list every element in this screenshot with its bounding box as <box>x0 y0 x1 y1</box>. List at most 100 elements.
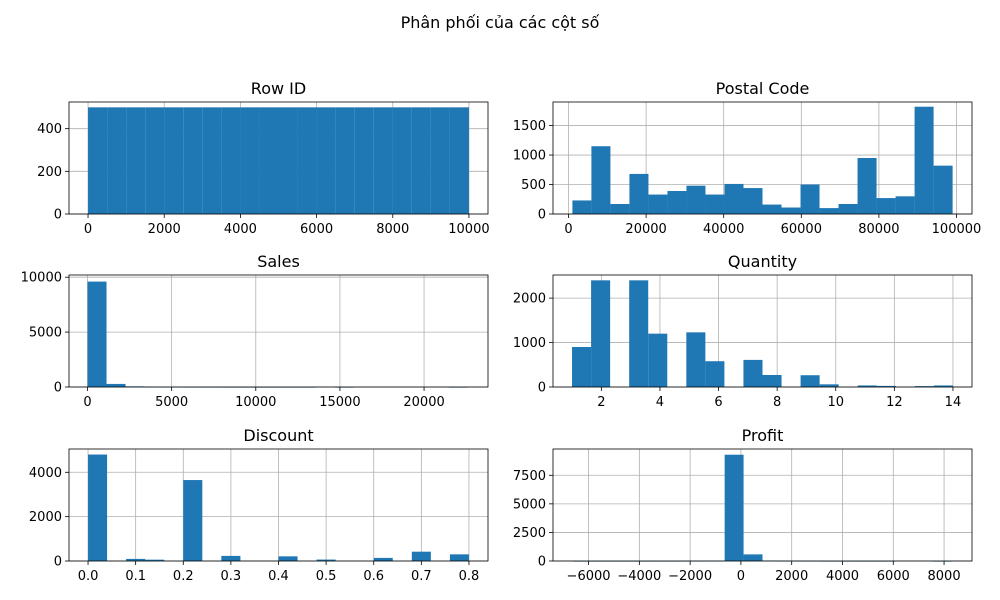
y-tick-label-quantity-1: 1000 <box>513 336 546 351</box>
bar-postal-code-11 <box>781 207 801 214</box>
subplot-title-profit: Profit <box>742 426 784 445</box>
x-tick-label-discount-5: 0.5 <box>316 569 337 584</box>
bar-postal-code-13 <box>819 208 839 214</box>
bar-quantity-9 <box>743 359 763 387</box>
axes-frame-quantity <box>552 274 973 388</box>
bar-quantity-3 <box>629 280 649 387</box>
axes-frame-postal-code <box>552 101 973 215</box>
bar-row-id-3 <box>145 107 165 214</box>
y-tick-label-postal-code-0: 0 <box>538 208 546 223</box>
subplot-title-row-id: Row ID <box>251 79 306 98</box>
bar-postal-code-17 <box>895 196 915 214</box>
bar-postal-code-14 <box>838 203 858 214</box>
x-tick-label-sales-1: 5000 <box>155 395 188 410</box>
x-tick-label-profit-4: 2000 <box>775 569 808 584</box>
x-tick-label-postal-code-2: 40000 <box>703 222 744 237</box>
axes-frame-sales <box>68 274 489 388</box>
bar-row-id-8 <box>240 107 260 214</box>
bar-quantity-0 <box>572 347 592 387</box>
subplot-grid: Row ID0 2000 4000 6000 8000 100000200400Posta… <box>21 79 982 584</box>
bar-row-id-15 <box>373 107 393 214</box>
axes-frame-profit <box>552 448 973 562</box>
x-tick-label-quantity-0: 2 <box>597 395 605 410</box>
x-tick-label-postal-code-3: 60000 <box>781 222 822 237</box>
bar-row-id-6 <box>202 107 222 214</box>
bar-discount-0 <box>88 454 108 561</box>
bar-postal-code-2 <box>610 203 630 214</box>
y-tick-label-row-id-2: 400 <box>37 122 62 137</box>
bar-row-id-18 <box>430 107 450 214</box>
x-tick-label-postal-code-0: 0 <box>564 222 572 237</box>
x-tick-label-postal-code-4: 80000 <box>858 222 899 237</box>
bar-sales-1 <box>106 383 126 387</box>
x-tick-label-row-id-5: 10000 <box>448 222 489 237</box>
bar-postal-code-18 <box>914 106 934 214</box>
subplot-title-postal-code: Postal Code <box>716 79 810 98</box>
bar-quantity-12 <box>800 375 820 387</box>
bar-postal-code-5 <box>667 191 687 214</box>
x-tick-label-quantity-6: 14 <box>945 395 962 410</box>
x-tick-label-row-id-3: 6000 <box>300 222 333 237</box>
subplot-title-sales: Sales <box>257 252 300 271</box>
x-tick-label-discount-2: 0.2 <box>173 569 194 584</box>
bar-quantity-10 <box>762 375 782 387</box>
y-tick-label-discount-0: 0 <box>54 555 62 570</box>
subplot-sales: Sales 0 5000 10000 15000 20000 0 5000 10000 <box>21 252 489 410</box>
figure-title: Phân phối của các cột số <box>401 13 600 32</box>
bar-row-id-12 <box>316 107 336 214</box>
subplot-row-id: Row ID 0 2000 4000 6000 8000 10000 0 200 400 <box>37 79 489 237</box>
x-tick-label-profit-5: 4000 <box>826 569 859 584</box>
y-tick-label-sales-0: 0 <box>54 381 62 396</box>
bar-quantity-4 <box>648 333 668 387</box>
bar-quantity-6 <box>686 332 706 387</box>
y-tick-label-row-id-1: 200 <box>37 165 62 180</box>
subplot-discount: Discount 0.0 0.1 0.2 0.3 0.4 0.5 0.6 0.7 0.8 0 2000… <box>29 426 489 584</box>
bar-discount-19 <box>449 554 469 561</box>
x-tick-label-sales-0: 0 <box>83 395 91 410</box>
bar-postal-code-7 <box>705 194 725 214</box>
bar-row-id-1 <box>107 107 127 214</box>
bar-row-id-9 <box>259 107 279 214</box>
y-tick-label-profit-1: 2500 <box>513 526 546 541</box>
x-tick-label-quantity-4: 10 <box>827 395 844 410</box>
bar-postal-code-16 <box>876 198 896 214</box>
x-tick-label-discount-3: 0.3 <box>221 569 242 584</box>
bar-row-id-19 <box>449 107 469 214</box>
bar-profit-9 <box>743 554 763 561</box>
x-tick-label-row-id-4: 8000 <box>376 222 409 237</box>
x-tick-label-sales-4: 20000 <box>403 395 444 410</box>
x-tick-label-profit-0: −6000 <box>567 569 611 584</box>
bar-discount-17 <box>411 551 431 561</box>
y-tick-label-sales-1: 5000 <box>29 326 62 341</box>
x-tick-label-quantity-3: 8 <box>773 395 781 410</box>
bar-quantity-1 <box>591 280 611 387</box>
x-tick-label-discount-1: 0.1 <box>125 569 146 584</box>
subplot-profit: Profit −6000 −4000 −2000 0 2000 4000 6000 8000 0 2… <box>513 426 973 584</box>
bar-quantity-15 <box>857 385 877 387</box>
y-tick-label-quantity-2: 2000 <box>513 292 546 307</box>
y-tick-label-sales-2: 10000 <box>21 271 62 286</box>
bar-discount-5 <box>183 480 203 561</box>
y-tick-label-profit-0: 0 <box>538 555 546 570</box>
bar-row-id-11 <box>297 107 317 214</box>
x-tick-label-discount-6: 0.6 <box>363 569 384 584</box>
bar-quantity-13 <box>819 384 839 387</box>
subplot-title-quantity: Quantity <box>728 252 797 271</box>
axes-frame-row-id <box>68 101 489 215</box>
bar-row-id-14 <box>354 107 374 214</box>
x-tick-label-row-id-0: 0 <box>84 222 92 237</box>
y-tick-label-profit-3: 7500 <box>513 469 546 484</box>
bar-row-id-4 <box>164 107 184 214</box>
bar-row-id-13 <box>335 107 355 214</box>
bar-postal-code-12 <box>800 184 820 214</box>
bar-postal-code-6 <box>686 185 706 214</box>
x-tick-label-postal-code-5: 100000 <box>932 222 982 237</box>
bar-discount-7 <box>221 555 241 561</box>
bar-discount-12 <box>316 559 336 561</box>
x-tick-label-profit-1: −4000 <box>617 569 661 584</box>
x-tick-label-profit-6: 6000 <box>877 569 910 584</box>
bar-discount-10 <box>278 556 298 561</box>
y-tick-label-quantity-0: 0 <box>538 381 546 396</box>
bar-quantity-18 <box>914 386 934 387</box>
y-tick-label-row-id-0: 0 <box>54 208 62 223</box>
